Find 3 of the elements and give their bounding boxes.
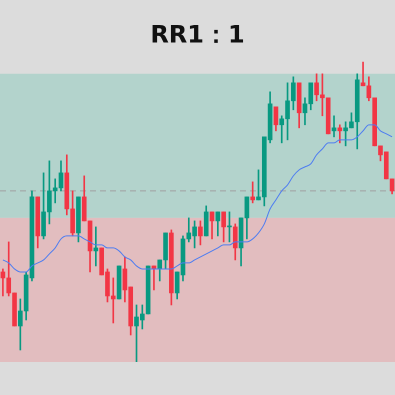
chart-title: RR1：1 (150, 20, 245, 49)
candlestick (227, 212, 232, 242)
candlestick (332, 116, 336, 138)
